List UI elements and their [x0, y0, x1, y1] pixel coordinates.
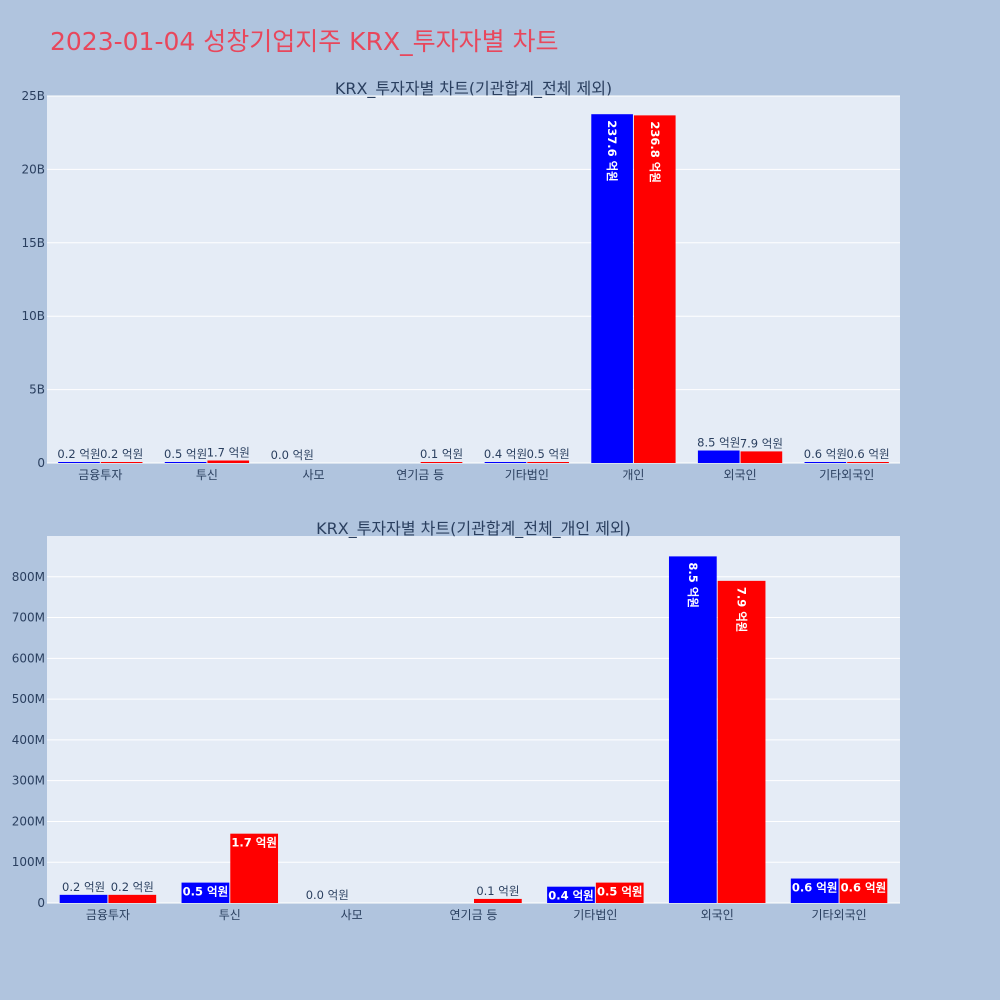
x-tick-label: 기타법인: [573, 908, 617, 922]
y-tick-label: 300M: [12, 774, 45, 788]
data-label: 7.9 억원: [735, 587, 749, 633]
bar: [527, 462, 569, 463]
y-tick-label: 500M: [12, 692, 45, 706]
y-tick-label: 10B: [21, 309, 45, 323]
bar: [847, 462, 889, 463]
y-tick-label: 700M: [12, 611, 45, 625]
bar: [740, 451, 783, 463]
x-tick-label: 기타외국인: [819, 468, 874, 482]
data-label: 1.7 억원: [231, 836, 277, 850]
bar: [595, 882, 644, 903]
bar: [181, 882, 230, 903]
x-tick-label: 사모: [303, 468, 325, 482]
y-tick-label: 5B: [29, 383, 45, 397]
y-tick-label: 15B: [21, 236, 45, 250]
data-label: 8.5 억원: [697, 436, 740, 450]
data-label: 7.9 억원: [740, 436, 783, 450]
y-tick-label: 200M: [12, 814, 45, 828]
bar: [804, 462, 847, 463]
data-label: 0.4 억원: [548, 889, 594, 903]
x-tick-label: 기타외국인: [811, 908, 866, 922]
data-label: 236.8 억원: [648, 121, 662, 183]
plot-area: [47, 536, 900, 903]
data-label: 0.6 억원: [841, 881, 887, 895]
x-tick-label: 투신: [196, 468, 218, 482]
chart-title: KRX_투자자별 차트(기관합계_전체_개인 제외): [316, 519, 631, 539]
data-label: 0.5 억원: [597, 885, 643, 899]
y-tick-label: 0: [37, 456, 45, 470]
chart-top: KRX_투자자별 차트(기관합계_전체 제외) 0 5B 10B 15B 20B 25B 금융…: [21, 79, 900, 482]
bar: [420, 462, 463, 463]
data-label: 0.4 억원: [484, 447, 527, 461]
y-tick-label: 400M: [12, 733, 45, 747]
bar: [108, 894, 157, 903]
bar: [230, 833, 279, 903]
data-label: 0.0 억원: [306, 888, 349, 902]
bar: [839, 878, 888, 903]
data-label: 0.5 억원: [164, 447, 207, 461]
x-tick-label: 기타법인: [505, 468, 549, 482]
x-tick-label: 연기금 등: [450, 908, 498, 922]
data-label: 0.2 억원: [111, 880, 154, 894]
bar: [547, 886, 595, 903]
data-label: 0.0 억원: [271, 448, 314, 462]
y-tick-label: 100M: [12, 855, 45, 869]
bar: [100, 462, 143, 463]
data-label: 0.2 억원: [100, 447, 143, 461]
bar: [591, 114, 633, 464]
x-tick-label: 개인: [622, 468, 644, 482]
data-label: 0.5 억원: [527, 447, 570, 461]
data-label: 8.5 억원: [686, 562, 700, 608]
bar: [633, 115, 676, 464]
bar: [697, 450, 740, 463]
data-label: 0.1 억원: [476, 884, 519, 898]
y-tick-label: 25B: [21, 89, 45, 103]
data-label: 0.1 억원: [420, 447, 463, 461]
bar: [668, 556, 717, 903]
bar: [59, 894, 108, 903]
y-tick-label: 800M: [12, 570, 45, 584]
x-tick-label: 사모: [341, 908, 363, 922]
data-label: 0.6 억원: [846, 447, 889, 461]
x-tick-label: 투신: [219, 908, 241, 922]
data-label: 237.6 억원: [605, 120, 619, 182]
page-title: 2023-01-04 성창기업지주 KRX_투자자별 차트: [50, 27, 559, 56]
data-label: 0.2 억원: [62, 880, 105, 894]
bar: [790, 878, 839, 903]
y-tick-label: 0: [37, 896, 45, 910]
x-tick-label: 금융투자: [86, 908, 130, 922]
data-label: 0.5 억원: [183, 885, 229, 899]
x-tick-label: 외국인: [701, 908, 734, 922]
bar: [207, 460, 250, 463]
y-tick-label: 20B: [21, 162, 45, 176]
y-tick-label: 600M: [12, 651, 45, 665]
data-label: 1.7 억원: [207, 446, 250, 460]
x-tick-label: 외국인: [724, 468, 757, 482]
x-tick-label: 연기금 등: [396, 468, 444, 482]
chart-title: KRX_투자자별 차트(기관합계_전체 제외): [335, 79, 612, 99]
plot-area: [47, 96, 900, 463]
bar: [58, 462, 100, 463]
bar: [474, 898, 522, 903]
x-tick-label: 금융투자: [78, 468, 122, 482]
bar: [164, 462, 207, 463]
data-label: 0.2 억원: [57, 447, 100, 461]
data-label: 0.6 억원: [804, 447, 847, 461]
bar: [484, 462, 527, 463]
bar: [717, 580, 766, 903]
data-label: 0.6 억원: [792, 881, 838, 895]
